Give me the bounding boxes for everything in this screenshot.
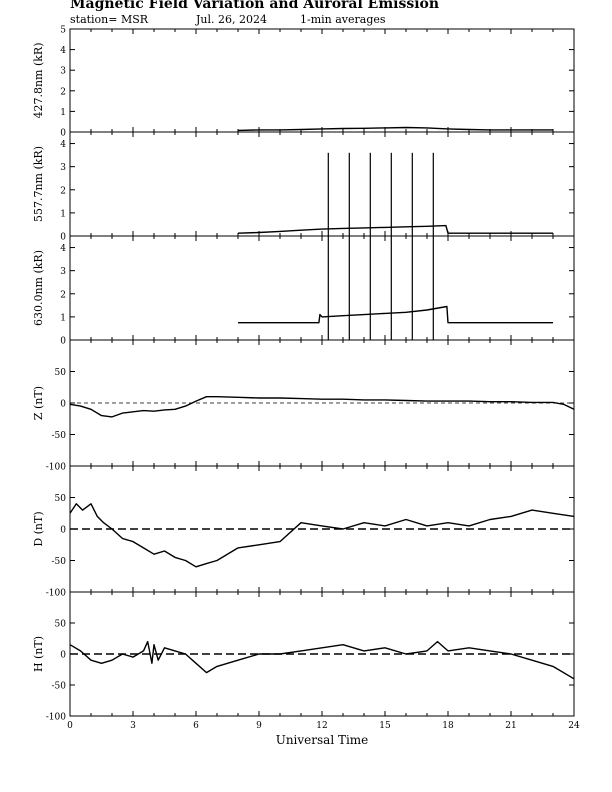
557nm-y-tick-label: 4 xyxy=(60,140,66,150)
h-y-tick-label: 0 xyxy=(60,651,66,661)
averaging-label: 1-min averages xyxy=(300,13,386,26)
630nm-frame xyxy=(69,235,575,341)
630nm-panel: 0 1 2 3 4 630.0nm (kR) xyxy=(32,235,575,347)
x-tick-label: 9 xyxy=(256,721,262,731)
d-y-tick-label: 0 xyxy=(60,526,66,536)
630nm-y-tick-label: 0 xyxy=(60,337,66,347)
630nm-y-tick-label: 4 xyxy=(60,244,66,254)
557nm-series-line xyxy=(237,224,553,234)
427nm-y-axis-label: 427.8nm (kR) xyxy=(32,42,45,118)
x-axis-label: Universal Time xyxy=(276,733,369,747)
h-series-line xyxy=(69,640,575,680)
z-panel: -100 -50 0 50 Z (nT) xyxy=(32,339,575,473)
chart-header: Magnetic Field Variation and Auroral Emi… xyxy=(0,0,612,30)
z-series-line xyxy=(69,396,575,418)
x-tick-label: 24 xyxy=(568,721,580,731)
d-panel: -100 -50 0 50 D (nT) xyxy=(32,465,575,599)
557nm-y-axis-label: 557.7nm (kR) xyxy=(32,146,45,222)
d-y-tick-label: -50 xyxy=(52,557,67,567)
427nm-y-tick-label: 5 xyxy=(60,26,66,36)
427nm-panel: 0 1 2 3 4 5 427.8nm (kR) xyxy=(32,26,575,139)
h-y-tick-label: 50 xyxy=(55,620,67,630)
630nm-y-axis-label: 630.0nm (kR) xyxy=(32,250,45,326)
427nm-y-tick-label: 2 xyxy=(60,87,66,97)
h-y-tick-label: -100 xyxy=(46,713,66,723)
x-tick-label: 18 xyxy=(442,721,454,731)
h-y-axis-label: H (nT) xyxy=(32,636,45,672)
d-y-tick-label: -100 xyxy=(46,589,66,599)
station-label: station= MSR xyxy=(70,13,149,26)
x-tick-label: 3 xyxy=(130,721,136,731)
d-y-tick-label: 50 xyxy=(55,494,67,504)
x-tick-label: 15 xyxy=(379,721,391,731)
427nm-series-line xyxy=(237,126,553,132)
557nm-y-tick-label: 3 xyxy=(60,163,66,173)
d-y-axis-label: D (nT) xyxy=(32,511,45,546)
x-tick-label: 12 xyxy=(316,721,327,731)
h-y-tick-label: -50 xyxy=(52,682,67,692)
chart-title: Magnetic Field Variation and Auroral Emi… xyxy=(70,0,440,12)
557nm-frame xyxy=(69,131,575,237)
x-tick-label: 6 xyxy=(193,721,199,731)
557nm-y-tick-label: 1 xyxy=(60,209,66,219)
x-tick-label: 0 xyxy=(67,721,73,731)
630nm-y-tick-label: 3 xyxy=(60,267,66,277)
630nm-y-tick-label: 2 xyxy=(60,290,66,300)
630nm-y-tick-label: 1 xyxy=(60,313,66,323)
427nm-y-tick-label: 4 xyxy=(60,46,66,56)
z-y-axis-label: Z (nT) xyxy=(32,386,45,420)
427nm-y-tick-label: 0 xyxy=(60,129,66,139)
557nm-y-tick-label: 2 xyxy=(60,186,66,196)
z-y-tick-label: 0 xyxy=(60,400,66,410)
x-tick-label: 21 xyxy=(505,721,516,731)
d-series-line xyxy=(69,503,575,568)
date-label: Jul. 26, 2024 xyxy=(196,13,267,26)
557nm-y-tick-label: 0 xyxy=(60,233,66,243)
427nm-frame xyxy=(69,28,575,133)
h-panel: -100 -50 0 50 H (nT) xyxy=(32,591,575,723)
427nm-y-tick-label: 1 xyxy=(60,108,66,118)
z-y-tick-label: -50 xyxy=(52,431,67,441)
z-y-tick-label: 50 xyxy=(55,368,67,378)
z-y-tick-label: -100 xyxy=(46,463,66,473)
557nm-panel: 0 1 2 3 4 557.7nm (kR) xyxy=(32,131,575,243)
427nm-y-tick-label: 3 xyxy=(60,67,66,77)
630nm-series-line xyxy=(238,305,553,324)
